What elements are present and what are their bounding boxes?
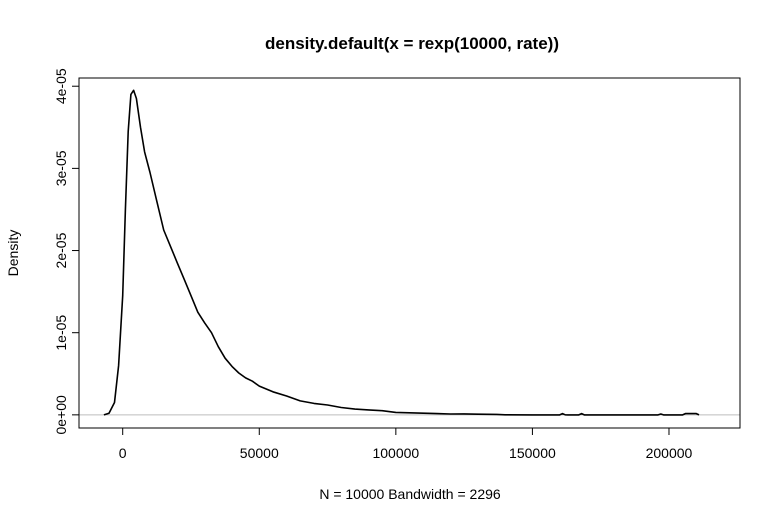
y-tick-label: 2e-05 — [53, 232, 69, 268]
x-axis: 0 50000 100000 150000 200000 — [119, 427, 693, 461]
y-tick-label: 3e-05 — [53, 150, 69, 186]
y-axis: 0e+00 1e-05 2e-05 3e-05 4e-05 — [53, 68, 80, 435]
y-tick-label: 0e+00 — [53, 395, 69, 435]
density-line-layer — [103, 89, 700, 416]
density-series-line — [103, 89, 700, 416]
y-tick-label: 1e-05 — [53, 315, 69, 351]
x-tick-label: 100000 — [372, 445, 419, 461]
y-axis-label: Density — [5, 230, 21, 277]
x-tick-label: 150000 — [509, 445, 556, 461]
x-tick-label: 50000 — [240, 445, 279, 461]
chart-title: density.default(x = rexp(10000, rate)) — [265, 34, 559, 53]
x-tick-label: 200000 — [646, 445, 693, 461]
x-axis-label: N = 10000 Bandwidth = 2296 — [319, 486, 501, 502]
x-tick-label: 0 — [119, 445, 127, 461]
plot-frame — [78, 77, 741, 429]
y-tick-label: 4e-05 — [53, 68, 69, 104]
